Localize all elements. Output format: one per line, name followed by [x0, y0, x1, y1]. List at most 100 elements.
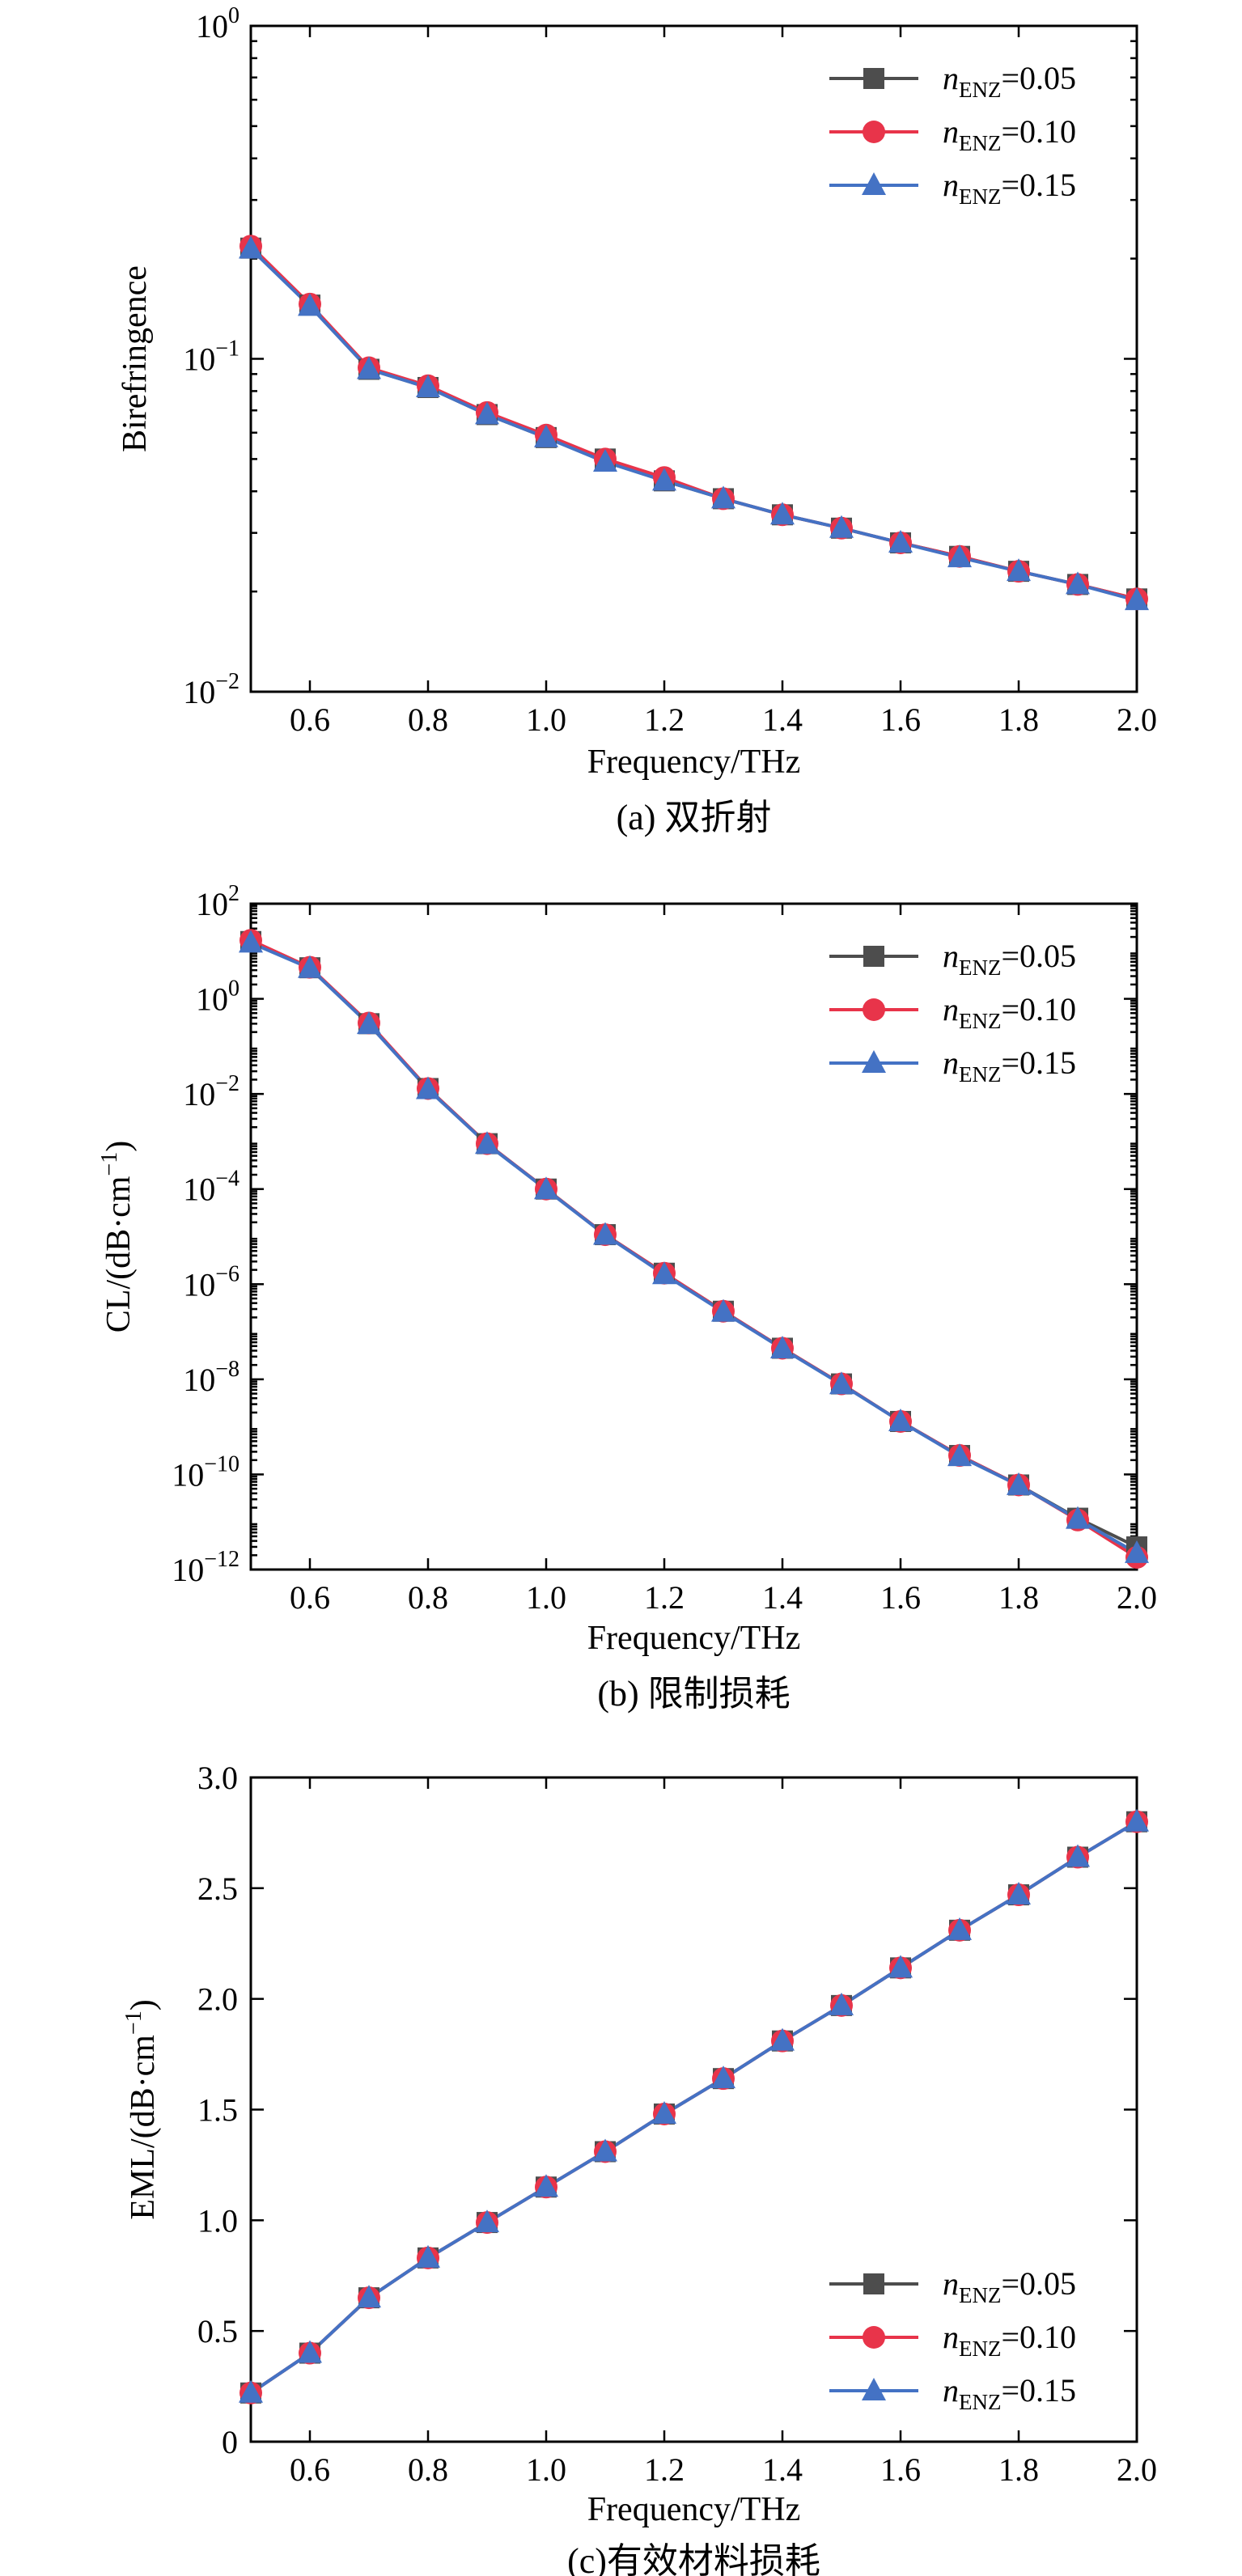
x-tick-label: 2.0: [1117, 1579, 1157, 1616]
data-point-2: [1066, 1506, 1090, 1529]
x-axis-label: Frequency/THz: [587, 1620, 801, 1657]
data-point-2: [1066, 1844, 1090, 1867]
legend-entry-2: nENZ=0.15: [829, 1044, 1076, 1087]
data-point-2: [298, 293, 322, 316]
data-point-2: [829, 1992, 854, 2015]
data-point-2: [357, 1011, 381, 1035]
legend-label: nENZ=0.05: [943, 938, 1076, 980]
data-point-2: [770, 1336, 795, 1359]
data-point-2: [652, 1261, 676, 1285]
series-line-1: [249, 1820, 1138, 2395]
x-axis-label: Frequency/THz: [587, 744, 801, 781]
x-tick-label: 0.6: [290, 701, 330, 738]
data-point-2: [239, 930, 263, 953]
x-tick-label: 0.8: [408, 701, 448, 738]
legend-marker: [863, 2326, 885, 2349]
series-line-0: [250, 939, 1138, 1549]
series-group: [239, 1808, 1149, 2404]
data-point-2: [534, 1176, 558, 1200]
y-tick-label: 1.5: [197, 2092, 238, 2129]
legend-entry-0: nENZ=0.05: [829, 2265, 1076, 2307]
data-point-2: [1125, 587, 1149, 611]
series-line-0: [249, 247, 1138, 601]
legend-marker: [863, 68, 884, 89]
data-point-2: [1066, 571, 1090, 595]
series-line-2: [250, 941, 1138, 1555]
legend-label: nENZ=0.05: [943, 60, 1076, 102]
data-point-2: [475, 2210, 499, 2233]
data-point-2: [711, 1299, 735, 1322]
data-point-2: [416, 1076, 440, 1099]
x-tick-label: 1.8: [998, 701, 1039, 738]
x-tick-label: 1.4: [762, 701, 803, 738]
data-point-2: [711, 485, 735, 509]
y-tick-label: 100: [196, 977, 239, 1018]
legend-marker: [862, 172, 886, 195]
x-tick-label: 1.0: [526, 2451, 566, 2488]
data-point-2: [947, 544, 972, 568]
data-point-2: [298, 955, 322, 978]
x-tick-label: 1.4: [762, 2451, 803, 2488]
data-point-2: [475, 1131, 499, 1155]
y-tick-label: 2.0: [197, 1981, 238, 2018]
y-tick-label: 1.0: [197, 2202, 238, 2239]
legend-label: nENZ=0.10: [943, 113, 1076, 155]
series-group: [239, 235, 1149, 611]
data-point-2: [534, 2174, 558, 2197]
y-tick-label: 10−1: [183, 337, 239, 378]
x-tick-label: 1.0: [526, 701, 566, 738]
chart-caption: (a) 双折射: [617, 798, 772, 837]
legend-marker: [863, 2273, 884, 2294]
chart-panel-0: 0.6 0.8 1.0 1.2 1.4 1.6 1.8 2.0 100 10−1 10−2 Frequ…: [117, 3, 1157, 837]
legend-label: nENZ=0.15: [943, 2372, 1076, 2414]
data-point-2: [829, 515, 854, 538]
x-tick-label: 1.4: [762, 1579, 803, 1616]
legend-marker: [863, 121, 885, 143]
data-point-2: [593, 448, 617, 472]
data-point-2: [652, 468, 676, 491]
y-tick-label: 10−4: [183, 1167, 239, 1208]
y-tick-label: 10−12: [172, 1547, 239, 1588]
data-point-2: [888, 1955, 913, 1978]
legend-label: nENZ=0.15: [943, 167, 1076, 209]
plot-frame: [249, 902, 1138, 1571]
y-axis-label: Birefringence: [117, 265, 154, 452]
chart-panel-2: 0.6 0.8 1.0 1.2 1.4 1.6 1.8 2.0 3.0 2.5 2.0 1.5 1.0 0…: [121, 1760, 1157, 2576]
legend-marker: [862, 1050, 886, 1073]
series-line-2: [249, 248, 1138, 603]
data-point-2: [416, 374, 440, 397]
legend-entry-2: nENZ=0.15: [829, 2372, 1076, 2414]
x-tick-label: 1.2: [644, 2451, 685, 2488]
data-point-2: [1007, 558, 1031, 582]
data-point-2: [475, 401, 499, 425]
chart-caption: (b) 限制损耗: [597, 1674, 790, 1714]
data-point-2: [239, 2379, 263, 2403]
y-tick-label: 10−2: [183, 669, 239, 710]
y-tick-label: 10−6: [183, 1261, 239, 1303]
data-point-2: [1007, 1882, 1031, 1905]
legend-marker: [862, 2378, 886, 2400]
x-tick-label: 1.8: [998, 2451, 1039, 2488]
data-point-2: [947, 1443, 972, 1467]
x-tick-label: 0.6: [290, 1579, 330, 1616]
y-tick-label: 0.5: [197, 2313, 238, 2349]
y-tick-label: 3.0: [197, 1760, 238, 1796]
x-tick-label: 0.6: [290, 2451, 330, 2488]
series-line-0: [249, 1820, 1138, 2395]
legend-entry-1: nENZ=0.10: [829, 113, 1076, 155]
data-point-2: [770, 502, 795, 525]
x-tick-label: 1.6: [880, 1579, 921, 1616]
data-point-2: [770, 2027, 795, 2051]
series-line-1: [250, 938, 1138, 1559]
data-point-2: [888, 529, 913, 553]
legend-entry-0: nENZ=0.05: [829, 938, 1076, 980]
data-point-2: [1125, 1540, 1149, 1563]
legend-entry-1: nENZ=0.10: [829, 2319, 1076, 2361]
series-line-2: [249, 1820, 1138, 2395]
data-point-2: [888, 1408, 913, 1431]
y-axis-label: EML/(dB·cm−1): [121, 1999, 162, 2219]
chart-caption: (c)有效材料损耗: [567, 2541, 820, 2576]
chart-panel-1: 0.6 0.8 1.0 1.2 1.4 1.6 1.8 2.0 102 100 10−2 10−4 10…: [97, 881, 1157, 1714]
legend-label: nENZ=0.05: [943, 2265, 1076, 2307]
y-axis-label: CL/(dB·cm−1): [97, 1141, 138, 1332]
